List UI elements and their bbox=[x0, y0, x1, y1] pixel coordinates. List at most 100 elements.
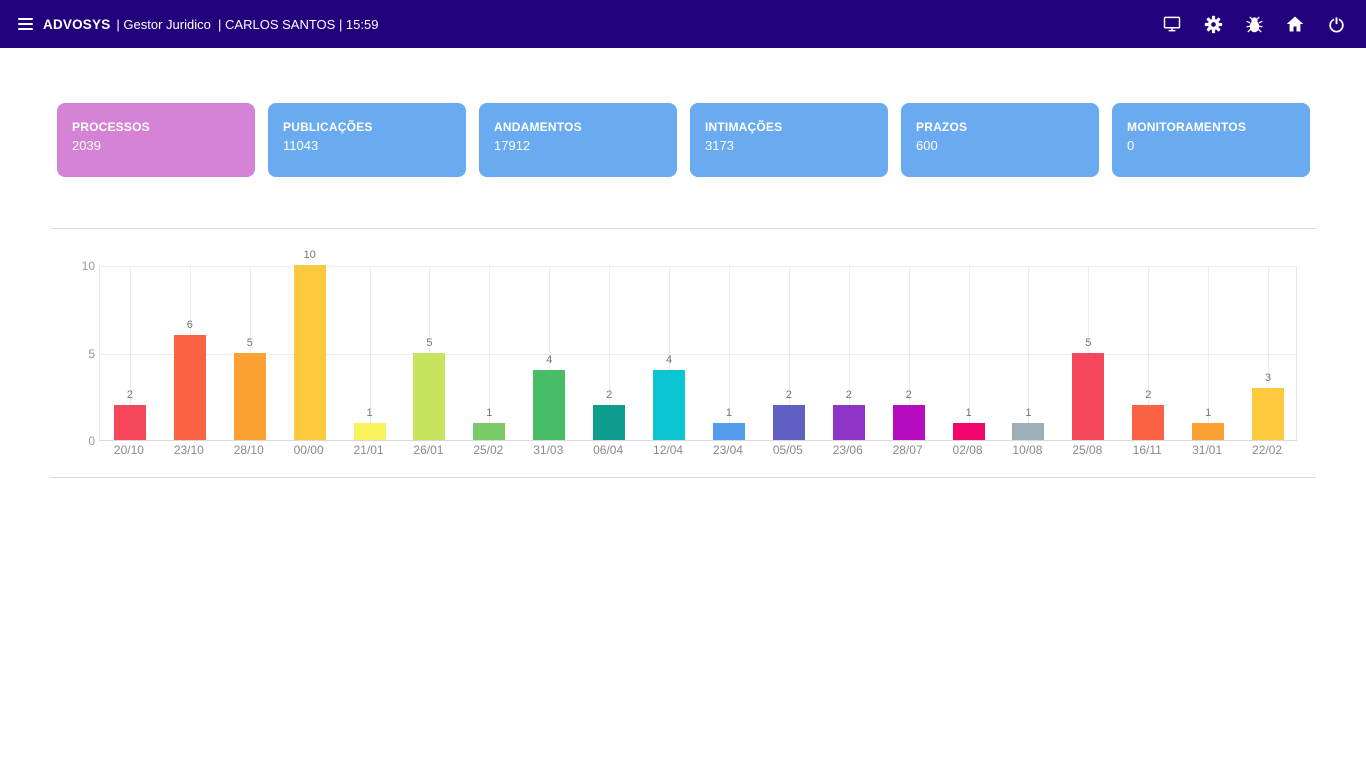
bar-value-label: 5 bbox=[246, 336, 253, 349]
bar-23/06[interactable] bbox=[832, 405, 865, 440]
x-tick-label: 12/04 bbox=[653, 443, 684, 457]
bar-25/02[interactable] bbox=[473, 422, 506, 440]
bar-28/10[interactable] bbox=[233, 352, 266, 440]
gridline bbox=[100, 266, 1296, 267]
card-processos[interactable]: PROCESSOS 2039 bbox=[57, 103, 255, 177]
y-tick-label: 0 bbox=[88, 434, 95, 448]
gridline bbox=[549, 266, 551, 440]
menu-icon[interactable] bbox=[18, 18, 33, 30]
x-tick-label: 20/10 bbox=[113, 443, 144, 457]
gridline bbox=[1148, 266, 1150, 440]
bar-05/05[interactable] bbox=[772, 405, 805, 440]
x-tick-label: 21/01 bbox=[353, 443, 384, 457]
card-value: 17912 bbox=[494, 138, 531, 153]
navbar-actions bbox=[1162, 14, 1346, 34]
bar-02/08[interactable] bbox=[952, 422, 985, 440]
bar-28/07[interactable] bbox=[892, 405, 925, 440]
x-tick-label: 06/04 bbox=[593, 443, 624, 457]
card-label: INTIMAÇÕES bbox=[705, 120, 783, 134]
app-brand: ADVOSYS bbox=[43, 16, 111, 32]
x-tick-label: 23/04 bbox=[712, 443, 743, 457]
bar-value-label: 1 bbox=[486, 406, 493, 419]
home-icon[interactable] bbox=[1285, 14, 1305, 34]
card-value: 0 bbox=[1127, 138, 1135, 153]
bar-16/11[interactable] bbox=[1132, 405, 1165, 440]
bar-value-label: 1 bbox=[1205, 406, 1212, 419]
card-value: 2039 bbox=[72, 138, 101, 153]
bar-value-label: 2 bbox=[606, 389, 613, 401]
gridline bbox=[908, 266, 910, 440]
bar-31/01[interactable] bbox=[1192, 422, 1225, 440]
card-label: PUBLICAÇÕES bbox=[283, 120, 373, 134]
card-value: 600 bbox=[916, 138, 938, 153]
x-tick-label: 23/06 bbox=[832, 443, 863, 457]
bar-value-label: 4 bbox=[546, 354, 553, 366]
card-value: 11043 bbox=[283, 138, 319, 153]
bar-value-label: 1 bbox=[366, 406, 373, 419]
card-monitoramentos[interactable]: MONITORAMENTOS 0 bbox=[1112, 103, 1310, 177]
card-label: ANDAMENTOS bbox=[494, 120, 582, 134]
gridline bbox=[1268, 266, 1270, 440]
x-tick-label: 25/08 bbox=[1072, 443, 1103, 457]
navbar-context-text: | Gestor Juridico | CARLOS SANTOS | 15:5… bbox=[116, 16, 379, 32]
bar-value-label: 5 bbox=[426, 336, 433, 349]
bar-22/02[interactable] bbox=[1252, 387, 1285, 440]
bar-23/10[interactable] bbox=[173, 335, 206, 440]
bar-21/01[interactable] bbox=[353, 422, 386, 440]
card-label: PROCESSOS bbox=[72, 120, 150, 134]
gridline bbox=[100, 353, 1296, 355]
bar-value-label: 1 bbox=[725, 406, 732, 419]
x-tick-label: 31/01 bbox=[1192, 443, 1223, 457]
gridline bbox=[1028, 266, 1030, 440]
bar-00/00[interactable] bbox=[293, 265, 326, 440]
monitor-icon[interactable] bbox=[1162, 14, 1182, 34]
bar-10/08[interactable] bbox=[1012, 422, 1045, 440]
card-intimacoes[interactable]: INTIMAÇÕES 3173 bbox=[690, 103, 888, 177]
bar-26/01[interactable] bbox=[413, 352, 446, 440]
x-tick-label: 26/01 bbox=[413, 443, 444, 457]
bar-value-label: 2 bbox=[1145, 389, 1152, 401]
x-tick-label: 16/11 bbox=[1132, 443, 1162, 457]
card-value: 3173 bbox=[705, 138, 734, 153]
x-tick-label: 28/10 bbox=[233, 443, 264, 457]
gridline bbox=[1208, 266, 1210, 440]
summary-cards: PROCESSOS 2039 PUBLICAÇÕES 11043 ANDAMEN… bbox=[57, 103, 1310, 177]
navbar-left: ADVOSYS | Gestor Juridico | CARLOS SANTO… bbox=[18, 17, 378, 32]
card-prazos[interactable]: PRAZOS 600 bbox=[901, 103, 1099, 177]
gridline bbox=[728, 266, 730, 440]
x-tick-label: 05/05 bbox=[772, 443, 803, 457]
bug-icon[interactable] bbox=[1244, 14, 1264, 34]
card-andamentos[interactable]: ANDAMENTOS 17912 bbox=[479, 103, 677, 177]
card-publicacoes[interactable]: PUBLICAÇÕES 11043 bbox=[268, 103, 466, 177]
bar-12/04[interactable] bbox=[653, 370, 686, 440]
bar-23/04[interactable] bbox=[712, 422, 745, 440]
bar-value-label: 2 bbox=[905, 389, 912, 401]
bar-chart: 2 6 5 10 1 5 1 4 2 4 1 2 2 2 1 1 5 2 1 3 0 5 10 20/10 23/10 28/1… bbox=[50, 228, 1316, 478]
bar-value-label: 3 bbox=[1264, 371, 1272, 384]
bar-value-label: 10 bbox=[303, 249, 316, 261]
bar-value-label: 6 bbox=[186, 319, 193, 331]
bar-value-label: 4 bbox=[665, 354, 673, 366]
bar-25/08[interactable] bbox=[1072, 352, 1105, 440]
x-tick-label: 02/08 bbox=[952, 443, 983, 457]
card-label: MONITORAMENTOS bbox=[1127, 120, 1247, 134]
gridline bbox=[968, 266, 970, 440]
bar-20/10[interactable] bbox=[113, 405, 146, 440]
x-tick-label: 28/07 bbox=[892, 443, 923, 457]
x-tick-label: 23/10 bbox=[173, 443, 204, 457]
plot-area: 2 6 5 10 1 5 1 4 2 4 1 2 2 2 1 1 5 2 1 3 bbox=[99, 249, 1297, 441]
power-icon[interactable] bbox=[1326, 14, 1346, 34]
x-tick-label: 10/08 bbox=[1012, 443, 1043, 457]
bar-31/03[interactable] bbox=[533, 370, 566, 440]
x-tick-label: 00/00 bbox=[293, 443, 324, 457]
x-tick-label: 31/03 bbox=[533, 443, 564, 457]
top-navbar: ADVOSYS | Gestor Juridico | CARLOS SANTO… bbox=[0, 0, 1366, 48]
y-tick-label: 5 bbox=[88, 346, 95, 361]
bar-value-label: 5 bbox=[1085, 336, 1092, 349]
gridline bbox=[609, 266, 611, 440]
x-tick-label: 22/02 bbox=[1252, 443, 1283, 457]
bar-06/04[interactable] bbox=[593, 405, 626, 440]
bar-value-label: 2 bbox=[845, 389, 852, 401]
gear-icon[interactable] bbox=[1203, 14, 1223, 34]
gridline bbox=[129, 266, 131, 440]
